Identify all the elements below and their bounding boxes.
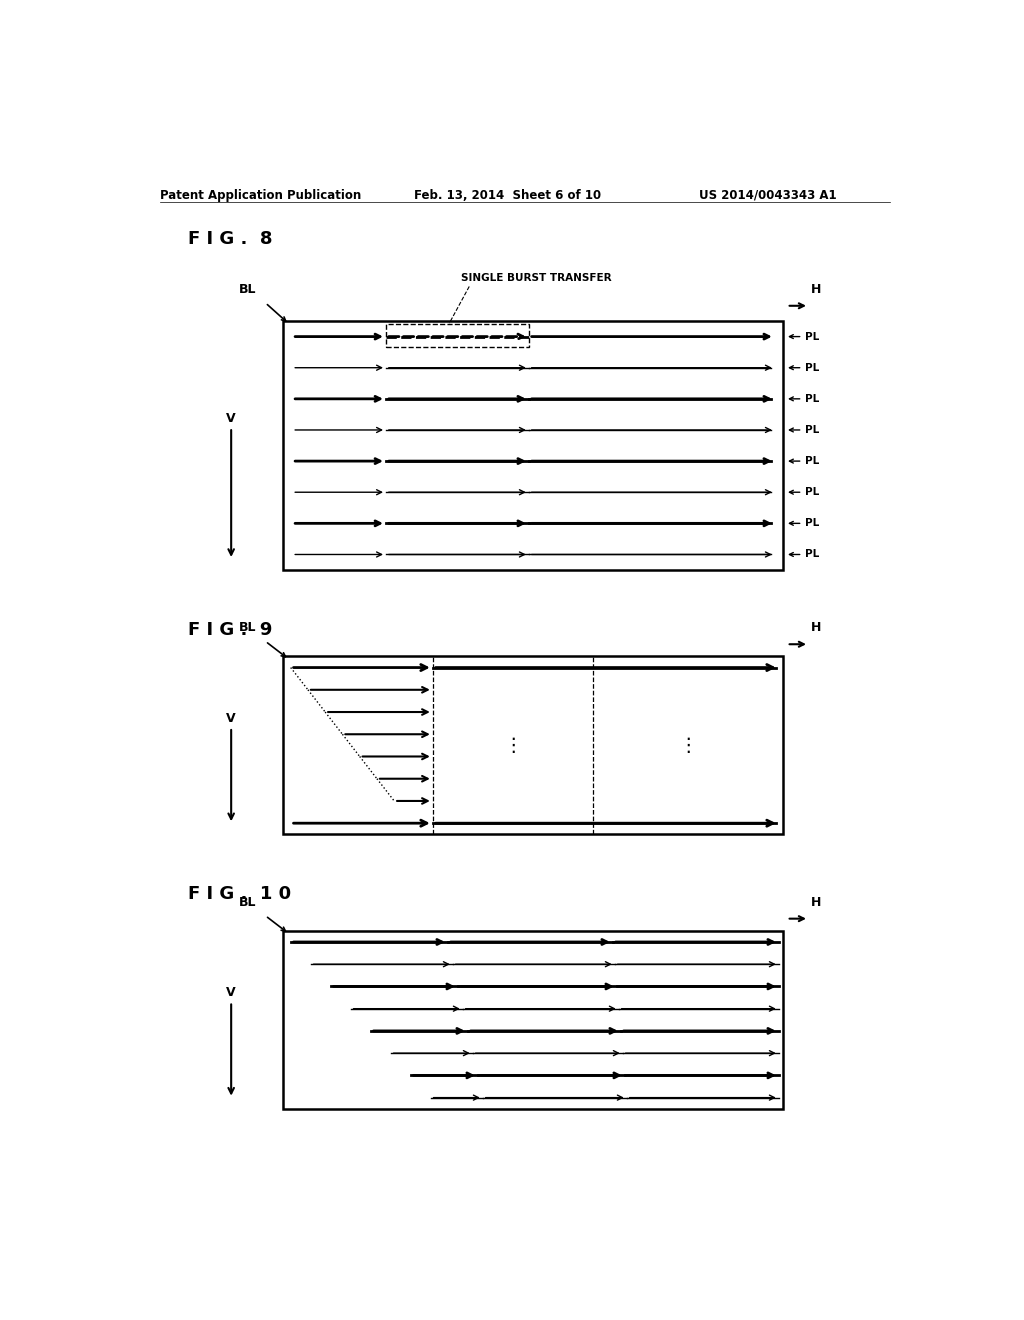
Bar: [283, 656, 782, 834]
Text: PL: PL: [805, 457, 819, 466]
Text: Patent Application Publication: Patent Application Publication: [160, 189, 361, 202]
Text: V: V: [226, 412, 236, 425]
Text: BL: BL: [240, 895, 257, 908]
Text: V: V: [226, 711, 236, 725]
Text: V: V: [226, 986, 236, 999]
Bar: [283, 931, 782, 1109]
Text: PL: PL: [805, 331, 819, 342]
Text: H: H: [811, 895, 821, 908]
Text: PL: PL: [805, 363, 819, 372]
Text: Feb. 13, 2014  Sheet 6 of 10: Feb. 13, 2014 Sheet 6 of 10: [414, 189, 601, 202]
Text: F I G .  9: F I G . 9: [187, 620, 272, 639]
Text: BL: BL: [240, 622, 257, 634]
Text: ⋮: ⋮: [678, 735, 697, 755]
Text: ⋮: ⋮: [503, 735, 522, 755]
Text: H: H: [811, 282, 821, 296]
Text: US 2014/0043343 A1: US 2014/0043343 A1: [699, 189, 837, 202]
Text: PL: PL: [805, 549, 819, 560]
Text: PL: PL: [805, 487, 819, 498]
Text: PL: PL: [805, 393, 819, 404]
Bar: [283, 321, 782, 570]
Text: PL: PL: [805, 425, 819, 436]
Text: F I G .  8: F I G . 8: [187, 230, 272, 248]
Text: F I G .  1 0: F I G . 1 0: [187, 886, 291, 903]
Text: SINGLE BURST TRANSFER: SINGLE BURST TRANSFER: [461, 273, 612, 284]
Text: BL: BL: [240, 282, 257, 296]
Text: H: H: [811, 622, 821, 634]
Text: PL: PL: [805, 519, 819, 528]
Bar: [386, 325, 528, 347]
